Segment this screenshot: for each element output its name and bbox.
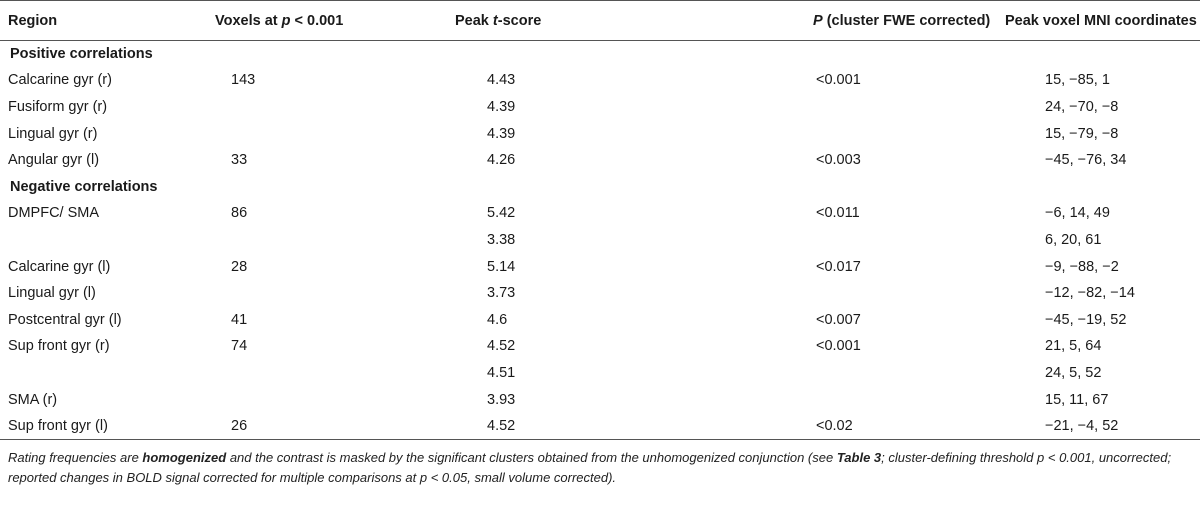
header-p-fwe: P (cluster FWE corrected)	[685, 0, 1005, 41]
group-negative: Negative correlations	[0, 173, 1200, 200]
table-row: DMPFC/ SMA 86 5.42 <0.011 −6, 14, 49	[0, 200, 1200, 227]
cell-region	[0, 360, 207, 387]
table-row: Fusiform gyr (r) 4.39 24, −70, −8	[0, 94, 1200, 121]
cell-t: 4.39	[487, 98, 516, 115]
cell-voxels	[207, 120, 435, 147]
header-peak-t: Peak t-score	[435, 0, 685, 41]
cell-t: 4.51	[487, 364, 516, 381]
cell-voxels	[207, 227, 435, 254]
cell-t: 4.39	[487, 125, 516, 142]
cell-mni: −12, −82, −14	[1045, 285, 1135, 302]
table-row: Lingual gyr (l) 3.73 −12, −82, −14	[0, 280, 1200, 307]
cell-region: SMA (r)	[8, 391, 58, 408]
table-footnote: Rating frequencies are homogenized and t…	[8, 449, 1172, 485]
header-mni: Peak voxel MNI coordinates	[1005, 0, 1200, 41]
cell-mni: −45, −19, 52	[1045, 311, 1127, 328]
cell-voxels: 86	[231, 205, 248, 222]
table-row: SMA (r) 3.93 15, 11, 67	[0, 386, 1200, 413]
header-voxels: Voxels at p < 0.001	[207, 0, 435, 41]
cell-voxels: 74	[231, 338, 248, 355]
cell-voxels	[207, 94, 435, 121]
cell-p: <0.001	[816, 72, 861, 89]
cell-region: Sup front gyr (r)	[8, 338, 110, 355]
cell-p: <0.02	[685, 412, 1005, 440]
cell-region: Lingual gyr (r)	[8, 125, 98, 142]
cell-mni: 15, −79, −8	[1045, 125, 1119, 142]
cell-t: 5.14	[487, 258, 516, 275]
cell-p	[685, 360, 1005, 387]
table-row: Lingual gyr (r) 4.39 15, −79, −8	[0, 120, 1200, 147]
table-row: Sup front gyr (l) 26 4.52 <0.02 −21, −4, 52	[0, 412, 1200, 440]
cell-mni: −9, −88, −2	[1045, 258, 1119, 275]
cell-p: <0.001	[816, 338, 861, 355]
cell-voxels: 41	[231, 311, 248, 328]
cell-p	[685, 120, 1005, 147]
cell-p	[685, 280, 1005, 307]
cell-t: 4.52	[487, 338, 516, 355]
cell-region: Calcarine gyr (l)	[8, 258, 111, 275]
cell-t: 3.73	[487, 285, 516, 302]
cell-mni: 15, −85, 1	[1045, 72, 1110, 89]
table-row: Angular gyr (l) 33 4.26 <0.003 −45, −76, 34	[0, 147, 1200, 174]
cell-p: <0.003	[816, 152, 861, 169]
cell-t: 3.93	[487, 391, 516, 408]
cell-t: 5.42	[487, 205, 516, 222]
cell-voxels	[207, 386, 435, 413]
table-row: 3.38 6, 20, 61	[0, 227, 1200, 254]
cell-p: <0.007	[816, 311, 861, 328]
cell-region: Angular gyr (l)	[8, 152, 100, 169]
cell-p: <0.017	[816, 258, 861, 275]
cell-mni: 24, −70, −8	[1045, 98, 1119, 115]
table-row: Calcarine gyr (l) 28 5.14 <0.017 −9, −88, −2	[0, 253, 1200, 280]
cell-region: Calcarine gyr (r)	[8, 72, 112, 89]
cell-p	[685, 227, 1005, 254]
results-table: Region Voxels at p < 0.001 Peak t-score …	[0, 0, 1200, 440]
cell-p: <0.011	[816, 205, 860, 222]
group-positive: Positive correlations	[0, 41, 1200, 68]
group-title-positive: Positive correlations	[10, 46, 153, 63]
cell-voxels	[207, 360, 435, 387]
cell-mni: 6, 20, 61	[1045, 231, 1102, 248]
cell-p	[685, 94, 1005, 121]
table-row: Postcentral gyr (l) 41 4.6 <0.007 −45, −19, …	[0, 306, 1200, 333]
cell-region: DMPFC/ SMA	[8, 205, 100, 222]
cell-mni: −21, −4, 52	[1005, 412, 1200, 440]
cell-p	[685, 386, 1005, 413]
table-row: Calcarine gyr (r) 143 4.43 <0.001 15, −85, 1	[0, 67, 1200, 94]
cell-t: 4.43	[487, 72, 516, 89]
cell-t: 4.52	[435, 412, 685, 440]
cell-voxels: 143	[231, 72, 256, 89]
cell-voxels: 33	[231, 152, 248, 169]
cell-mni: 21, 5, 64	[1045, 338, 1102, 355]
cell-t: 4.26	[487, 152, 516, 169]
cell-t: 4.6	[487, 311, 508, 328]
cell-region: Postcentral gyr (l)	[8, 311, 122, 328]
cell-region	[0, 227, 207, 254]
cell-t: 3.38	[487, 231, 516, 248]
cell-region: Sup front gyr (l)	[0, 412, 207, 440]
header-region: Region	[0, 0, 207, 41]
group-title-negative: Negative correlations	[10, 178, 158, 195]
cell-mni: 15, 11, 67	[1045, 391, 1109, 408]
cell-mni: −45, −76, 34	[1045, 152, 1127, 169]
table-row: 4.51 24, 5, 52	[0, 360, 1200, 387]
cell-voxels: 26	[207, 412, 435, 440]
table-row: Sup front gyr (r) 74 4.52 <0.001 21, 5, 64	[0, 333, 1200, 360]
cell-voxels	[207, 280, 435, 307]
cell-voxels: 28	[231, 258, 248, 275]
cell-mni: −6, 14, 49	[1045, 205, 1110, 222]
cell-mni: 24, 5, 52	[1045, 364, 1102, 381]
header-row: Region Voxels at p < 0.001 Peak t-score …	[0, 0, 1200, 41]
cell-region: Fusiform gyr (r)	[8, 98, 108, 115]
cell-region: Lingual gyr (l)	[8, 285, 96, 302]
